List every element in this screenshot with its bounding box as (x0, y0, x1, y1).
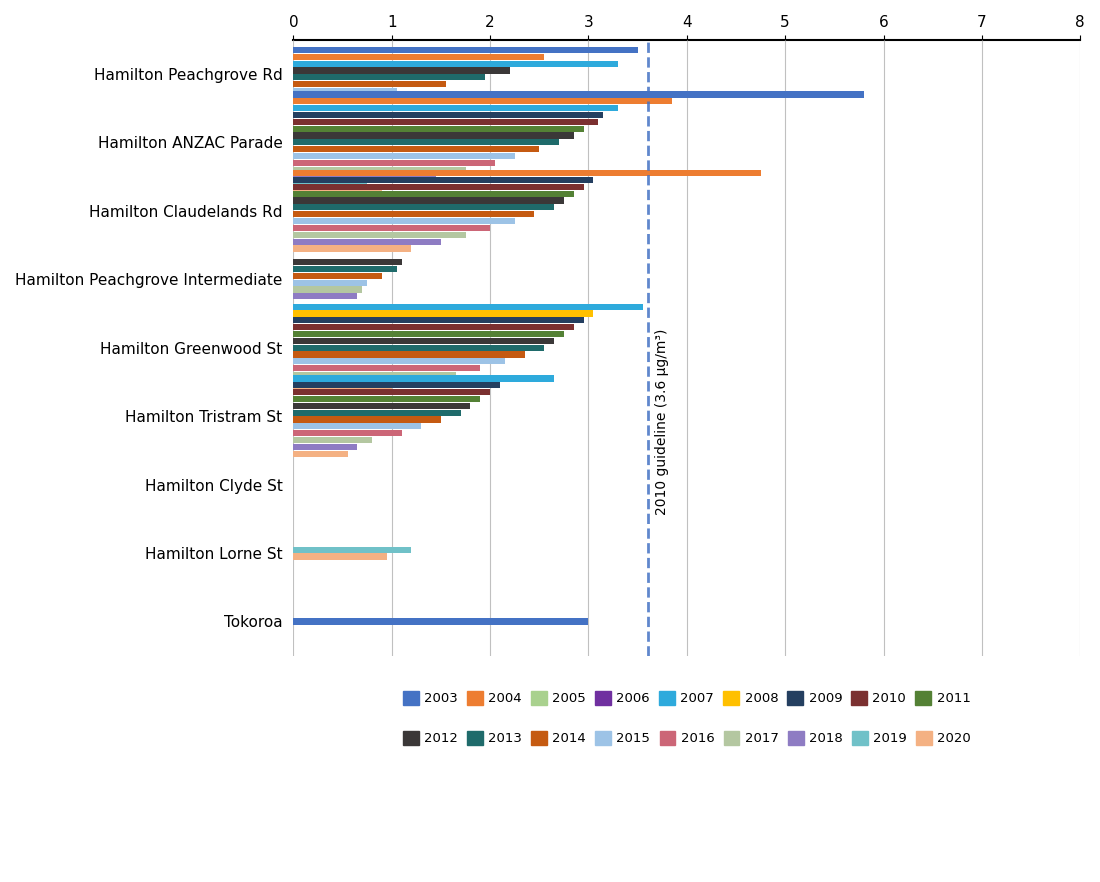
Bar (294, 382, 500, 388)
Bar (294, 88, 397, 94)
Bar (294, 187, 382, 193)
Bar (294, 385, 392, 392)
Bar (294, 132, 574, 138)
Bar (294, 92, 864, 98)
Bar (294, 112, 603, 118)
Bar (294, 61, 618, 67)
Bar (294, 47, 638, 53)
Bar (294, 174, 436, 180)
Bar (294, 119, 598, 125)
Bar (294, 54, 544, 60)
Bar (294, 451, 348, 457)
Bar (294, 146, 539, 153)
Bar (294, 437, 372, 443)
Bar (294, 218, 515, 224)
Bar (294, 294, 358, 300)
Bar (294, 403, 471, 409)
Bar (294, 265, 397, 272)
Bar (294, 232, 465, 238)
Legend: 2012, 2013, 2014, 2015, 2016, 2017, 2018, 2019, 2020: 2012, 2013, 2014, 2015, 2016, 2017, 2018… (397, 726, 976, 751)
Bar (294, 98, 672, 104)
Bar (294, 125, 584, 131)
Bar (294, 389, 491, 395)
Bar (294, 553, 387, 559)
Bar (294, 372, 455, 378)
Bar (294, 318, 584, 324)
Bar (294, 238, 441, 244)
Bar (294, 205, 554, 211)
Bar (294, 345, 544, 351)
Bar (294, 225, 491, 231)
Bar (294, 365, 481, 371)
Bar (294, 183, 584, 190)
Bar (294, 139, 559, 146)
Bar (294, 444, 358, 450)
Bar (294, 198, 564, 204)
Bar (294, 409, 461, 415)
Text: 2010 guideline (3.6 μg/m³): 2010 guideline (3.6 μg/m³) (656, 328, 670, 515)
Bar (294, 105, 618, 111)
Bar (294, 273, 382, 279)
Bar (294, 618, 588, 624)
Bar (294, 177, 593, 183)
Bar (294, 376, 554, 382)
Bar (294, 331, 564, 337)
Bar (294, 416, 441, 422)
Bar (294, 191, 574, 197)
Bar (294, 67, 509, 73)
Bar (294, 396, 481, 402)
Bar (294, 338, 554, 344)
Bar (294, 303, 642, 310)
Bar (294, 280, 367, 286)
Bar (294, 287, 362, 293)
Bar (294, 379, 431, 385)
Bar (294, 167, 465, 173)
Bar (294, 95, 362, 101)
Bar (294, 324, 574, 330)
Bar (294, 310, 593, 317)
Bar (294, 245, 411, 251)
Bar (294, 170, 760, 176)
Bar (294, 423, 421, 430)
Bar (294, 153, 515, 159)
Bar (294, 430, 401, 437)
Bar (294, 259, 401, 265)
Bar (294, 74, 485, 80)
Bar (294, 547, 411, 553)
Bar (294, 181, 367, 186)
Bar (294, 358, 505, 364)
Bar (294, 81, 446, 87)
Bar (294, 160, 495, 166)
Bar (294, 211, 535, 217)
Bar (294, 351, 525, 357)
